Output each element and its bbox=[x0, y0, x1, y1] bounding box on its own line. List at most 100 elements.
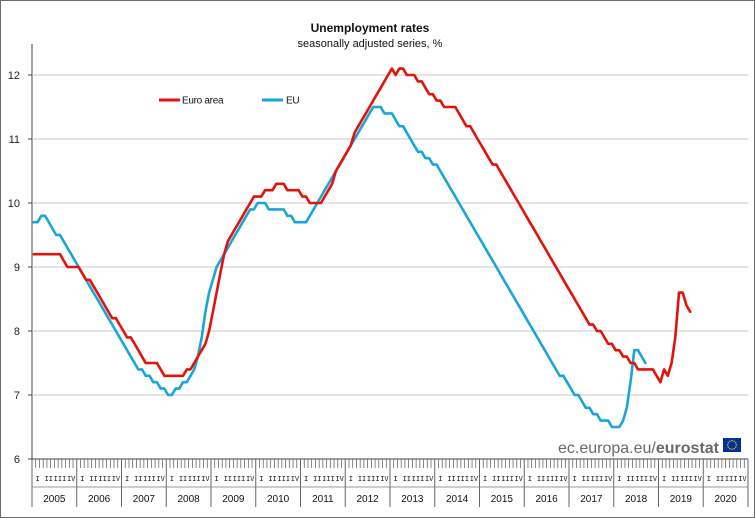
quarter-label: II bbox=[89, 475, 97, 483]
quarter-label: III bbox=[635, 475, 648, 483]
year-label: 2020 bbox=[715, 494, 738, 505]
quarter-label: I bbox=[617, 475, 621, 483]
quarter-label: I bbox=[528, 475, 532, 483]
eurostat-watermark: ec.europa.eu/eurostat bbox=[558, 438, 741, 457]
watermark-url: ec.europa.eu/eurostat bbox=[558, 440, 720, 457]
quarter-label: I bbox=[304, 475, 308, 483]
quarter-label: IV bbox=[514, 475, 523, 483]
quarter-label: I bbox=[393, 475, 397, 483]
year-label: 2005 bbox=[43, 494, 66, 505]
quarter-label: III bbox=[591, 475, 604, 483]
quarter-label: III bbox=[54, 475, 67, 483]
quarter-label: II bbox=[537, 475, 545, 483]
quarter-label: I bbox=[80, 475, 84, 483]
quarter-label: II bbox=[716, 475, 724, 483]
quarter-label: II bbox=[358, 475, 366, 483]
y-tick-label: 12 bbox=[8, 70, 20, 82]
quarter-label: III bbox=[143, 475, 156, 483]
flag-star bbox=[735, 442, 737, 444]
quarter-label: II bbox=[447, 475, 455, 483]
quarter-label: II bbox=[671, 475, 679, 483]
quarter-label: IV bbox=[201, 475, 210, 483]
year-label: 2011 bbox=[312, 494, 334, 505]
series-line-euro-area bbox=[32, 67, 692, 384]
quarter-label: II bbox=[313, 475, 321, 483]
chart-subtitle: seasonally adjusted series, % bbox=[298, 38, 443, 50]
quarter-label: III bbox=[367, 475, 380, 483]
quarter-label: IV bbox=[604, 475, 613, 483]
year-label: 2013 bbox=[401, 494, 424, 505]
quarter-label: III bbox=[277, 475, 290, 483]
quarter-label: III bbox=[322, 475, 335, 483]
legend-label-eu: EU bbox=[286, 96, 299, 107]
quarter-label: I bbox=[125, 475, 129, 483]
year-label: 2008 bbox=[178, 494, 201, 505]
y-tick-label: 11 bbox=[9, 134, 20, 146]
quarter-label: II bbox=[268, 475, 276, 483]
y-tick-label: 9 bbox=[14, 262, 20, 274]
quarter-label: II bbox=[134, 475, 142, 483]
y-tick-label: 6 bbox=[14, 454, 20, 466]
flag-star bbox=[735, 444, 737, 446]
legend: Euro area EU bbox=[159, 96, 300, 107]
quarter-label: II bbox=[403, 475, 411, 483]
quarter-label: II bbox=[492, 475, 500, 483]
quarter-label: IV bbox=[112, 475, 121, 483]
flag-star bbox=[731, 448, 733, 450]
grid bbox=[31, 44, 748, 460]
year-label: 2016 bbox=[536, 494, 559, 505]
quarter-label: III bbox=[412, 475, 425, 483]
quarter-label: III bbox=[546, 475, 559, 483]
quarter-label: IV bbox=[559, 475, 568, 483]
quarter-label: III bbox=[233, 475, 246, 483]
quarter-label: IV bbox=[738, 475, 747, 483]
quarter-label: IV bbox=[649, 475, 658, 483]
year-label: 2015 bbox=[491, 494, 514, 505]
quarter-label: IV bbox=[470, 475, 479, 483]
flag-star bbox=[727, 444, 729, 446]
quarter-label: I bbox=[170, 475, 174, 483]
quarter-label: II bbox=[626, 475, 634, 483]
quarter-label: IV bbox=[156, 475, 165, 483]
eu-flag-icon bbox=[723, 438, 741, 452]
quarter-label: IV bbox=[380, 475, 389, 483]
flag-star bbox=[727, 446, 729, 448]
quarter-label: III bbox=[456, 475, 469, 483]
quarter-label: IV bbox=[335, 475, 344, 483]
year-label: 2018 bbox=[625, 494, 648, 505]
flag-star bbox=[729, 440, 731, 442]
quarter-label: I bbox=[662, 475, 666, 483]
quarter-label: III bbox=[680, 475, 693, 483]
y-tick-label: 10 bbox=[8, 198, 20, 210]
quarter-label: IV bbox=[291, 475, 300, 483]
quarter-label: I bbox=[572, 475, 576, 483]
y-axis-ticks: 6 7 8 9 10 11 12 bbox=[8, 70, 32, 466]
year-label: 2019 bbox=[670, 494, 693, 505]
quarter-label: III bbox=[188, 475, 201, 483]
quarter-label: IV bbox=[246, 475, 255, 483]
quarter-label: IV bbox=[693, 475, 702, 483]
quarter-label: I bbox=[349, 475, 353, 483]
quarter-label: III bbox=[98, 475, 111, 483]
quarter-label: II bbox=[179, 475, 187, 483]
y-tick-label: 8 bbox=[14, 326, 20, 338]
year-label: 2009 bbox=[222, 494, 245, 505]
flag-star bbox=[729, 448, 731, 450]
year-label: 2014 bbox=[446, 494, 469, 505]
year-label: 2007 bbox=[133, 494, 156, 505]
year-label: 2006 bbox=[88, 494, 111, 505]
chart-title: Unemployment rates bbox=[311, 21, 430, 35]
quarter-label: III bbox=[501, 475, 514, 483]
year-label: 2012 bbox=[357, 494, 380, 505]
flag-star bbox=[735, 446, 737, 448]
flag-star bbox=[733, 448, 735, 450]
year-label: 2017 bbox=[580, 494, 603, 505]
quarter-label: II bbox=[45, 475, 53, 483]
quarter-label: IV bbox=[67, 475, 76, 483]
series-lines bbox=[32, 67, 692, 429]
flag-star bbox=[731, 440, 733, 442]
quarter-label: IV bbox=[425, 475, 434, 483]
